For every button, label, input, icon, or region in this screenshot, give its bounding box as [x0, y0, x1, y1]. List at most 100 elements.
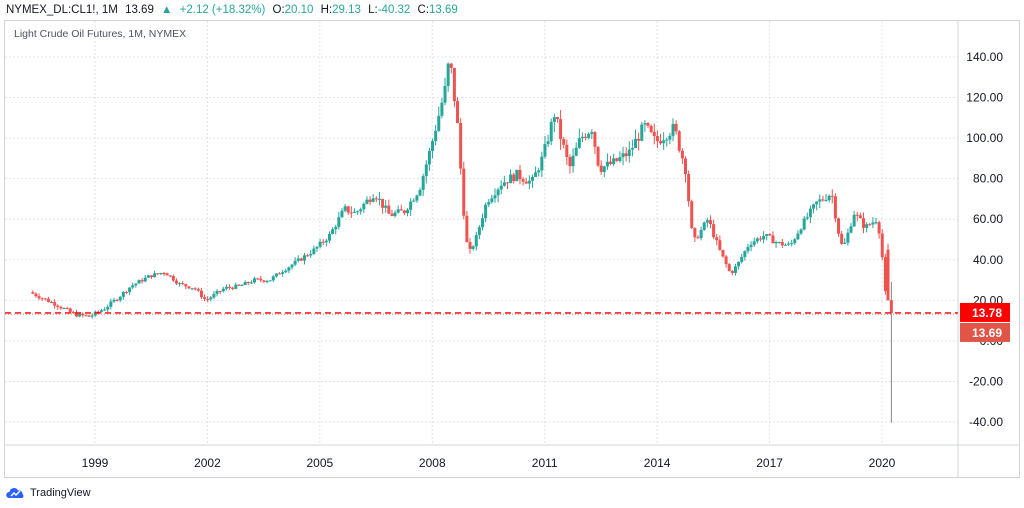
close-label: C: [417, 4, 430, 16]
candle-body [349, 212, 353, 214]
candle-body [687, 173, 691, 202]
candle-body [106, 306, 110, 310]
candle-body [624, 153, 628, 157]
x-tick-label: 2002 [194, 456, 221, 470]
candle-body [296, 258, 300, 261]
candle-body [796, 233, 800, 240]
candle-body [309, 253, 313, 256]
candle-body [630, 148, 634, 150]
candle-body [765, 234, 769, 236]
candle-body [274, 273, 278, 277]
candle-body [418, 189, 422, 196]
candle-body [671, 123, 675, 136]
candle-body [849, 226, 853, 233]
candle-body [546, 141, 550, 145]
candle-body [868, 224, 872, 226]
candle-body [365, 199, 369, 204]
candle-body [783, 244, 787, 246]
candle-body [387, 205, 391, 214]
candle-body [509, 174, 513, 184]
candle-body [396, 209, 400, 213]
candle-body [115, 299, 119, 301]
candle-body [790, 243, 794, 245]
candle-body [465, 215, 469, 243]
candle-body [75, 312, 79, 317]
candle-body [174, 280, 178, 284]
candle-body [171, 276, 175, 281]
candle-body [496, 189, 500, 196]
chart-frame[interactable] [4, 20, 1020, 478]
candle-body [612, 158, 616, 164]
candle-body [537, 170, 541, 173]
candle-body [512, 174, 516, 182]
candle-body [381, 198, 385, 208]
candle-body [499, 185, 503, 190]
x-tick-label: 2008 [419, 456, 446, 470]
symbol-name: NYMEX_DL:CL1!, 1M [6, 4, 118, 16]
candle-body [724, 256, 728, 265]
candle-body [674, 123, 678, 132]
candle-body [652, 131, 656, 137]
candle-body [696, 237, 700, 239]
candle-body [702, 222, 706, 230]
y-tick-label: 120.00 [966, 91, 1003, 105]
candle-body [846, 232, 850, 243]
candle-body [805, 217, 809, 219]
candle-body [705, 220, 709, 223]
candle-body [577, 138, 581, 148]
candle-body [327, 233, 331, 241]
candle-body [253, 278, 257, 283]
candle-body [71, 311, 75, 313]
candle-body [299, 258, 303, 261]
candle-body [880, 233, 884, 258]
candle-body [377, 198, 381, 200]
candle-body [237, 284, 241, 286]
candle-body [218, 291, 222, 293]
candle-body [824, 200, 828, 202]
candle-body [493, 195, 497, 199]
low-label: L: [368, 4, 378, 16]
candle-body [580, 136, 584, 139]
candle-body [181, 283, 185, 285]
candle-body [746, 246, 750, 252]
candle-body [874, 222, 878, 224]
low-value: -40.32 [377, 4, 411, 16]
candle-body [278, 273, 282, 275]
candle-body [552, 117, 556, 123]
candle-body [762, 235, 766, 240]
candle-body [168, 275, 172, 277]
candle-body [352, 211, 356, 213]
y-tick-label: 60.00 [973, 212, 1003, 226]
candle-body [287, 267, 291, 271]
candle-body [690, 201, 694, 228]
candle-body [359, 209, 363, 212]
candle-body [340, 210, 344, 218]
candle-body [290, 264, 294, 268]
last-price-tag-bg [960, 322, 1010, 342]
open-label: O: [272, 4, 285, 16]
candle-body [159, 273, 163, 275]
candle-body [799, 229, 803, 234]
candle-body [302, 255, 306, 261]
candle-body [112, 299, 116, 302]
candle-body [190, 288, 194, 290]
candle-body [812, 204, 816, 209]
candle-body [830, 195, 834, 197]
candle-body [543, 144, 547, 157]
candle-body [131, 285, 135, 288]
candle-body [346, 206, 350, 213]
candle-body [818, 199, 822, 202]
candle-body [399, 209, 403, 211]
x-tick-label: 2020 [869, 456, 896, 470]
candle-body [515, 169, 519, 182]
tradingview-branding[interactable]: TradingView [6, 484, 91, 502]
symbol-header: NYMEX_DL:CL1!, 1M 13.69 ▲ +2.12 (+18.32%… [6, 2, 462, 18]
candle-body [858, 215, 862, 219]
candle-body [334, 226, 338, 230]
candle-body [474, 235, 478, 247]
candle-body [34, 293, 38, 297]
candle-body [318, 241, 322, 247]
candle-body [459, 123, 463, 169]
candle-body [243, 281, 247, 286]
